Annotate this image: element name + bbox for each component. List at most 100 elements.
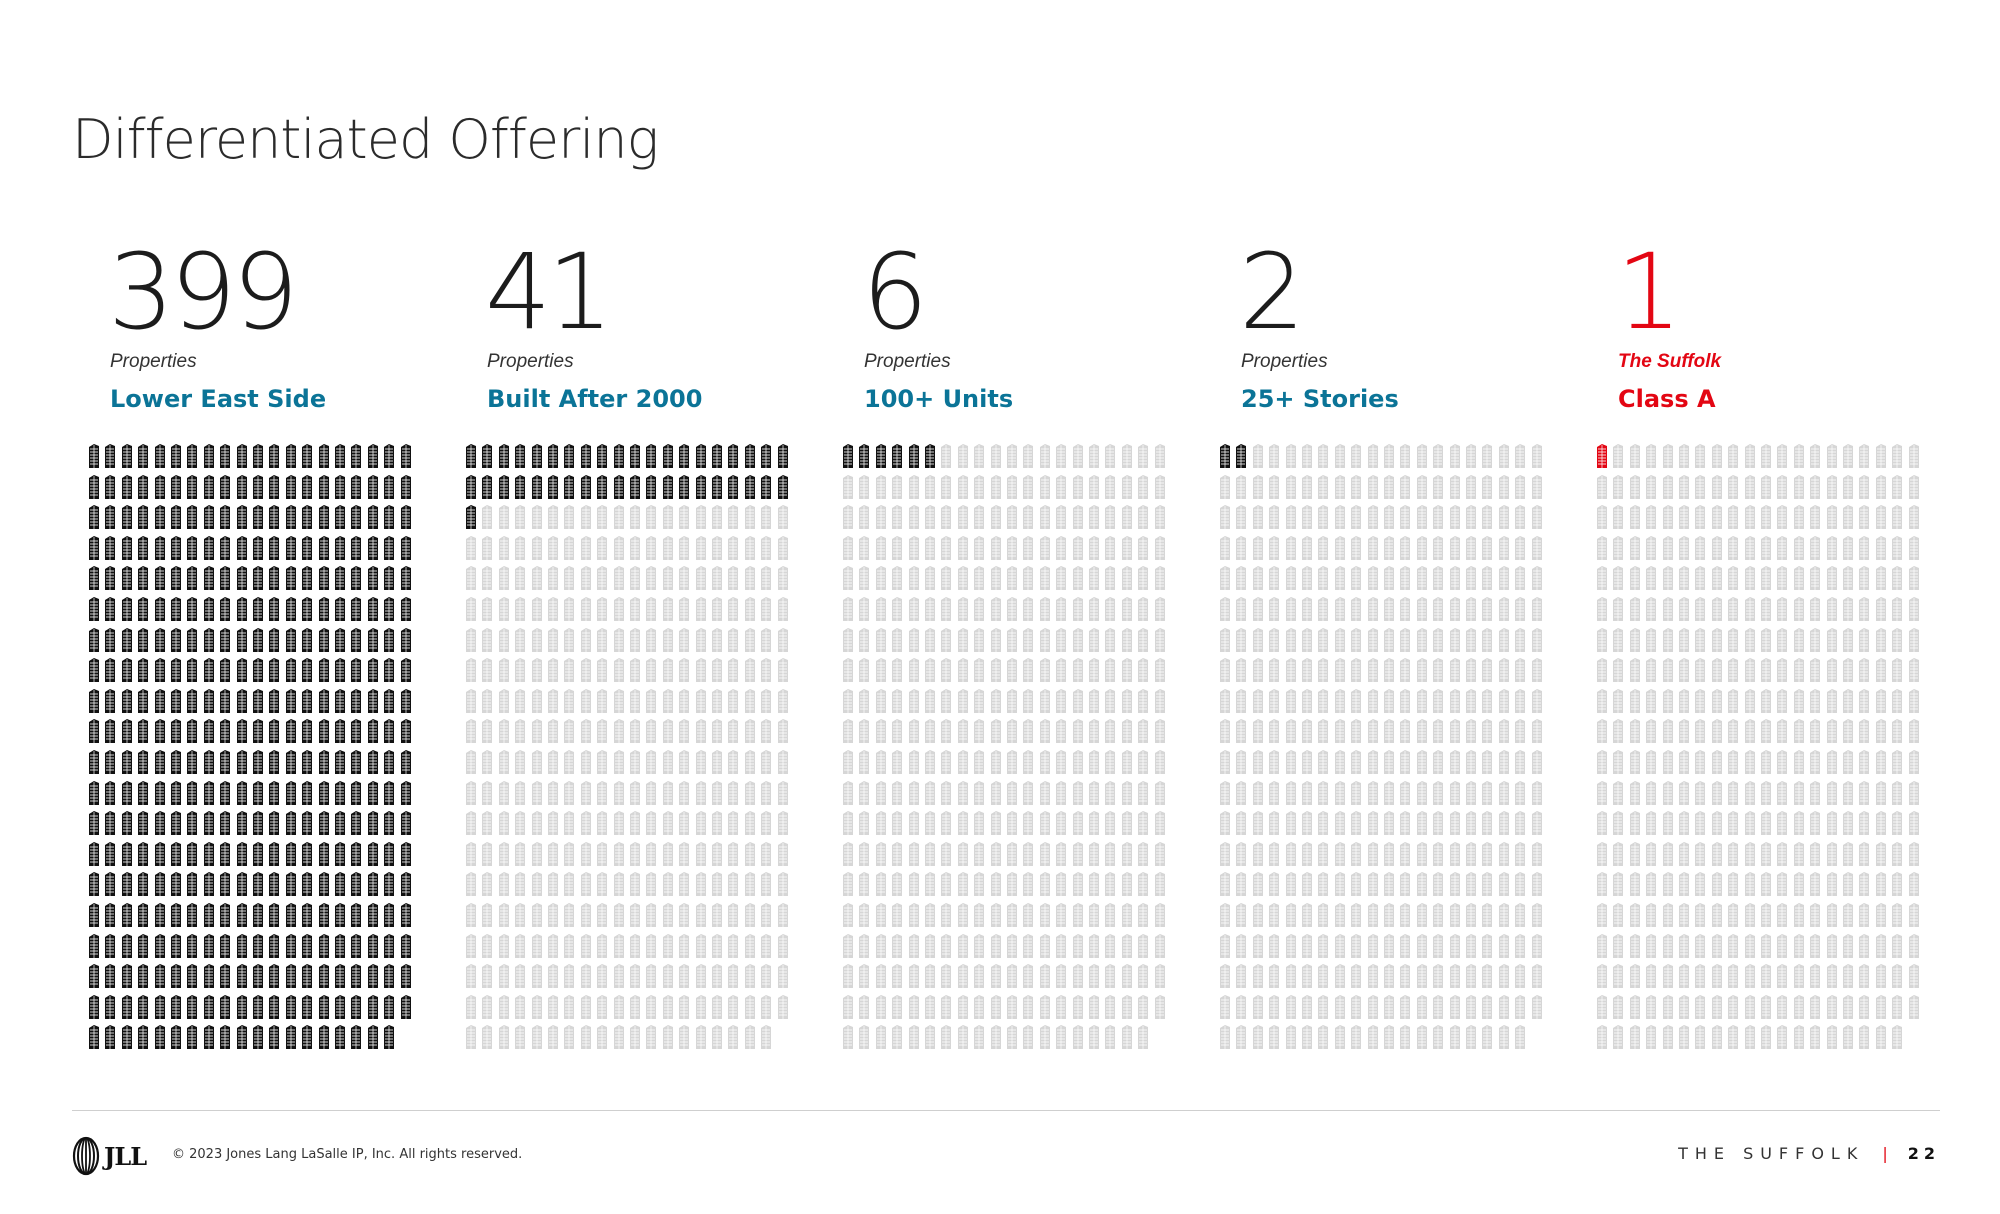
building-icon — [760, 443, 772, 469]
building-icon — [1465, 627, 1477, 653]
stat-number: 399 — [108, 240, 438, 346]
building-icon — [1809, 504, 1821, 530]
building-icon — [1039, 902, 1051, 928]
building-icon — [1531, 627, 1543, 653]
building-icon — [1760, 565, 1772, 591]
building-icon — [350, 596, 362, 622]
building-icon — [1416, 841, 1428, 867]
building-icon — [1235, 535, 1247, 561]
building-icon — [514, 688, 526, 714]
building-icon — [203, 443, 215, 469]
building-icon — [104, 443, 116, 469]
building-icon — [1678, 1024, 1690, 1050]
building-icon — [383, 933, 395, 959]
building-icon — [1612, 994, 1624, 1020]
building-icon — [1301, 810, 1313, 836]
building-icon — [514, 565, 526, 591]
building-icon — [1072, 688, 1084, 714]
building-icon — [858, 994, 870, 1020]
building-icon — [547, 780, 559, 806]
building-icon — [203, 657, 215, 683]
building-icon — [481, 718, 493, 744]
building-icon — [1776, 780, 1788, 806]
building-icon — [350, 780, 362, 806]
building-icon — [1694, 994, 1706, 1020]
building-icon — [1055, 994, 1067, 1020]
building-icon — [924, 627, 936, 653]
building-icon — [137, 780, 149, 806]
building-icon — [1432, 1024, 1444, 1050]
building-icon — [973, 657, 985, 683]
building-icon — [858, 749, 870, 775]
building-icon — [613, 749, 625, 775]
building-icon — [285, 596, 297, 622]
building-icon — [645, 474, 657, 500]
building-icon — [1908, 596, 1920, 622]
building-icon — [301, 902, 313, 928]
building-icon — [1137, 994, 1149, 1020]
building-icon — [563, 749, 575, 775]
building-icon — [695, 902, 707, 928]
building-icon — [531, 565, 543, 591]
building-icon — [1744, 780, 1756, 806]
building-icon — [1531, 994, 1543, 1020]
building-icon — [1678, 474, 1690, 500]
building-icon — [1235, 596, 1247, 622]
building-icon — [924, 780, 936, 806]
building-icon — [1481, 688, 1493, 714]
building-icon — [1432, 718, 1444, 744]
building-icon — [367, 1024, 379, 1050]
building-icon — [1121, 565, 1133, 591]
building-icon — [498, 474, 510, 500]
building-icon — [1891, 871, 1903, 897]
building-icon — [1875, 749, 1887, 775]
building-icon — [1645, 565, 1657, 591]
building-icon — [1252, 1024, 1264, 1050]
building-icon — [1875, 688, 1887, 714]
building-icon — [1596, 933, 1608, 959]
building-icon — [613, 474, 625, 500]
jll-logo-text: JLL — [104, 1142, 147, 1171]
building-icon — [170, 780, 182, 806]
building-icon — [1612, 627, 1624, 653]
building-icon — [842, 657, 854, 683]
building-icon — [711, 780, 723, 806]
building-icon — [350, 994, 362, 1020]
building-icon — [1531, 933, 1543, 959]
building-icon — [1760, 627, 1772, 653]
building-icon — [367, 994, 379, 1020]
building-icon — [662, 810, 674, 836]
building-icon — [1022, 657, 1034, 683]
building-icon — [1383, 780, 1395, 806]
building-icon — [186, 657, 198, 683]
building-icon — [580, 933, 592, 959]
building-icon — [1072, 443, 1084, 469]
building-icon — [1465, 474, 1477, 500]
building-icon — [1416, 780, 1428, 806]
building-icon — [1678, 871, 1690, 897]
building-icon — [744, 902, 756, 928]
building-icon — [1449, 871, 1461, 897]
building-icon — [1858, 902, 1870, 928]
building-icon — [1776, 902, 1788, 928]
building-icon — [1088, 596, 1100, 622]
building-icon — [318, 933, 330, 959]
building-icon — [1219, 535, 1231, 561]
building-icon — [1088, 780, 1100, 806]
building-icon — [1072, 902, 1084, 928]
building-icon — [1367, 443, 1379, 469]
building-icon — [1891, 688, 1903, 714]
building-icon — [875, 474, 887, 500]
building-icon — [465, 474, 477, 500]
building-icon — [170, 810, 182, 836]
building-icon — [1826, 718, 1838, 744]
building-icon — [1760, 841, 1772, 867]
building-icon — [400, 994, 412, 1020]
building-icon — [1285, 902, 1297, 928]
building-icon — [1727, 596, 1739, 622]
building-icon — [875, 596, 887, 622]
building-icon — [400, 596, 412, 622]
building-icon — [170, 657, 182, 683]
building-icon — [1235, 902, 1247, 928]
building-icon — [1662, 443, 1674, 469]
